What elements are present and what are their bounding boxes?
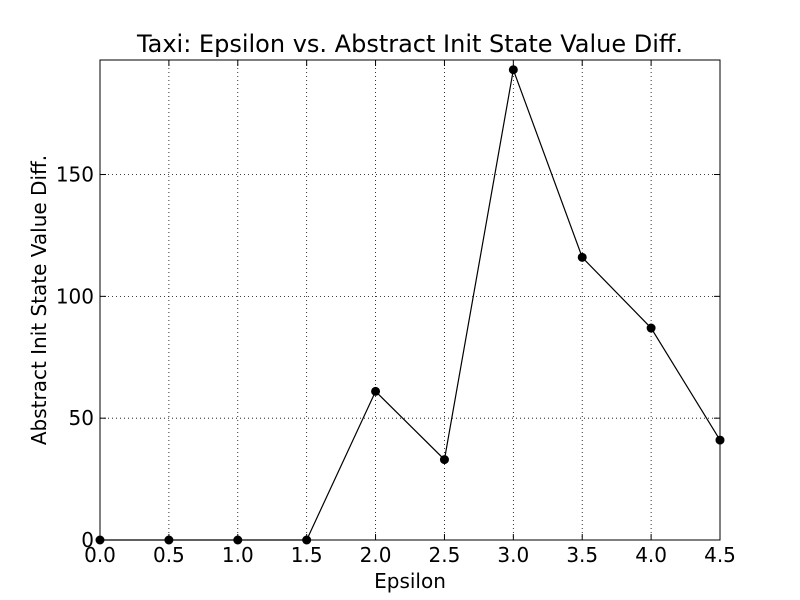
plot-frame (99, 59, 721, 541)
x-axis-label: Epsilon (374, 569, 446, 593)
x-tick-label: 1.0 (222, 543, 254, 567)
x-tick-label: 0.0 (84, 543, 116, 567)
data-point (577, 252, 587, 262)
data-point (508, 65, 518, 75)
x-tick-labels: 0.0 0.5 1.0 1.5 2.0 2.5 3.0 3.5 4.0 4.5 (84, 543, 736, 567)
data-point (715, 435, 725, 445)
grid-lines (99, 60, 721, 541)
series-line (100, 67, 721, 541)
x-tick-label: 2.5 (429, 543, 461, 567)
y-tick-labels: 0 50 100 150 (56, 163, 94, 552)
data-point (95, 535, 105, 545)
y-tick-label: 0 (81, 528, 94, 552)
x-tick-label: 0.5 (153, 543, 185, 567)
data-point (302, 535, 312, 545)
x-tick-label: 4.5 (704, 543, 736, 567)
tick-marks (99, 60, 721, 541)
data-point (646, 323, 656, 333)
x-tick-label: 3.5 (566, 543, 598, 567)
y-axis-label: Abstract Init State Value Diff. (27, 155, 51, 445)
y-tick-label: 150 (56, 163, 94, 187)
x-tick-label: 1.5 (291, 543, 323, 567)
chart-title: Taxi: Epsilon vs. Abstract Init State Va… (136, 30, 683, 58)
data-point (371, 386, 381, 396)
series-group (95, 65, 725, 545)
data-point (439, 455, 449, 465)
x-tick-label: 4.0 (635, 543, 667, 567)
y-tick-label: 50 (69, 406, 94, 430)
x-tick-label: 3.0 (497, 543, 529, 567)
data-point (233, 535, 243, 545)
y-tick-label: 100 (56, 284, 94, 308)
x-tick-label: 2.0 (360, 543, 392, 567)
data-point (164, 535, 174, 545)
